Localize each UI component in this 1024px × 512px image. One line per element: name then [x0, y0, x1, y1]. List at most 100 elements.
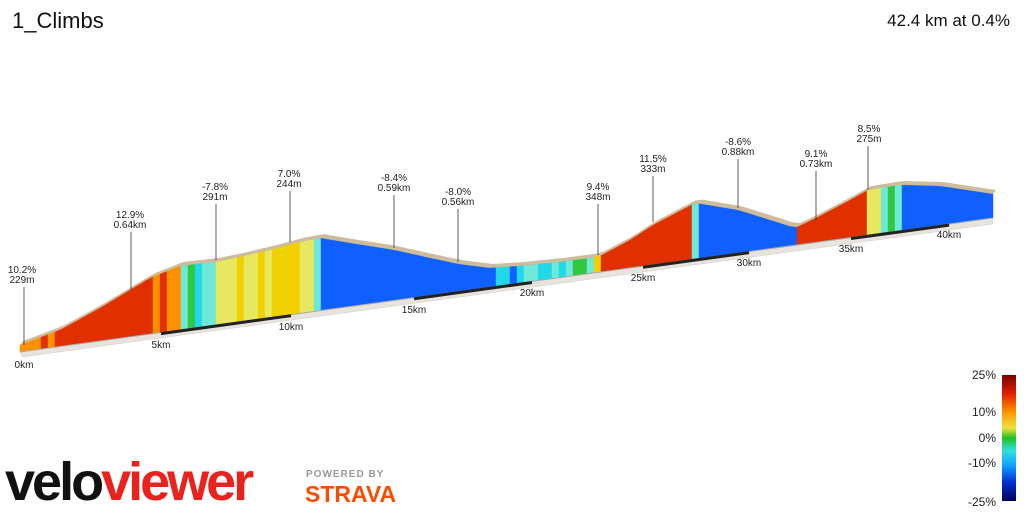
profile-top: [244, 250, 254, 257]
profile-top: [755, 211, 765, 218]
profile-top: [377, 243, 387, 249]
profile-top: [223, 255, 233, 261]
profile-strip: [68, 320, 77, 346]
profile-top: [895, 181, 905, 186]
profile-top: [237, 252, 247, 258]
profile-top: [489, 263, 499, 268]
profile-strip: [432, 258, 441, 296]
annotation-length: 0.64km: [114, 220, 147, 231]
profile-top: [20, 338, 30, 345]
profile-top: [335, 236, 345, 242]
profile-strip: [348, 242, 357, 307]
profile-top: [83, 309, 93, 318]
profile-strip: [894, 184, 903, 232]
profile-strip: [243, 254, 252, 322]
profile-strip: [523, 264, 532, 283]
profile-strip: [187, 264, 196, 330]
profile-top: [636, 227, 646, 237]
profile-strip: [845, 197, 854, 239]
profile-top: [545, 258, 555, 264]
profile-top: [552, 258, 562, 263]
legend-label: -10%: [968, 456, 996, 470]
profile-top: [573, 255, 583, 261]
profile-top: [174, 261, 184, 269]
profile-top: [300, 236, 310, 242]
km-band: [160, 314, 292, 336]
profile-strip: [810, 216, 819, 244]
profile-strip: [859, 190, 868, 237]
profile-strip: [852, 194, 861, 238]
profile-strip: [775, 221, 784, 249]
profile-top: [286, 239, 296, 246]
profile-top: [797, 219, 807, 228]
profile-strip: [950, 187, 959, 225]
annotation-length: 275m: [856, 134, 881, 145]
profile-top: [965, 185, 975, 191]
profile-top: [153, 270, 163, 277]
profile-top: [412, 250, 422, 256]
profile-top: [34, 333, 44, 340]
profile-strip: [341, 241, 350, 308]
profile-top: [804, 216, 814, 224]
annotation-grade: 9.1%: [805, 149, 828, 160]
distance-label: 15km: [402, 305, 426, 316]
distance-label: 35km: [839, 244, 863, 255]
profile-strip: [593, 255, 602, 274]
profile-strip: [761, 217, 770, 251]
profile-top: [517, 261, 527, 267]
annotation-length: 348m: [585, 192, 610, 203]
profile-strip: [691, 203, 700, 260]
profile-strip: [138, 280, 147, 336]
profile-top: [867, 185, 877, 191]
profile-strip: [306, 238, 315, 313]
profile-top: [622, 236, 632, 245]
annotation-grade: -8.6%: [725, 137, 751, 148]
profile-top: [363, 241, 373, 247]
profile-top: [76, 313, 86, 322]
annotation-grade: 11.5%: [639, 154, 667, 165]
profile-top: [139, 276, 149, 285]
profile-top: [769, 215, 779, 222]
profile-strip: [173, 265, 182, 332]
profile-strip: [824, 209, 833, 242]
profile-strip: [831, 205, 840, 241]
profile-top: [496, 263, 506, 268]
summary: 42.4 km at 0.4%: [887, 11, 1010, 30]
annotation-length: 0.88km: [722, 147, 755, 158]
profile-strip: [768, 219, 777, 250]
profile-strip: [390, 249, 399, 302]
distance-label: 20km: [520, 288, 544, 299]
profile-strip: [446, 261, 455, 294]
profile-top: [839, 198, 849, 206]
profile-top: [566, 256, 576, 262]
profile-top: [160, 267, 170, 274]
profile-strip: [460, 264, 469, 292]
profile-top: [853, 190, 863, 199]
profile-top: [671, 207, 681, 216]
profile-strip: [579, 258, 588, 276]
profile-top: [720, 203, 730, 209]
partner: STRAVA: [305, 481, 396, 507]
profile-strip: [628, 235, 637, 269]
profile-strip: [929, 185, 938, 227]
overlay: 0km5km10km15km20km25km30km35km40km10.2%2…: [8, 124, 997, 509]
profile-strip: [201, 262, 210, 328]
profile-top: [69, 317, 79, 326]
profile-strip: [684, 204, 693, 261]
profile-top: [41, 330, 51, 338]
profile-top: [97, 301, 107, 310]
profile-strip: [551, 261, 560, 279]
profile-top: [216, 256, 226, 262]
profile-top: [615, 240, 625, 248]
profile-strip: [558, 260, 567, 279]
profile-strip: [971, 190, 980, 222]
profile-strip: [271, 247, 280, 318]
profile-top: [902, 181, 912, 186]
profile-strip: [467, 265, 476, 291]
profile-strip: [397, 250, 406, 301]
annotation-grade: 10.2%: [8, 265, 36, 276]
profile-top: [678, 204, 688, 212]
profile-top: [825, 205, 835, 214]
legend-label: -25%: [968, 495, 996, 509]
logo: veloviewer: [5, 452, 254, 512]
